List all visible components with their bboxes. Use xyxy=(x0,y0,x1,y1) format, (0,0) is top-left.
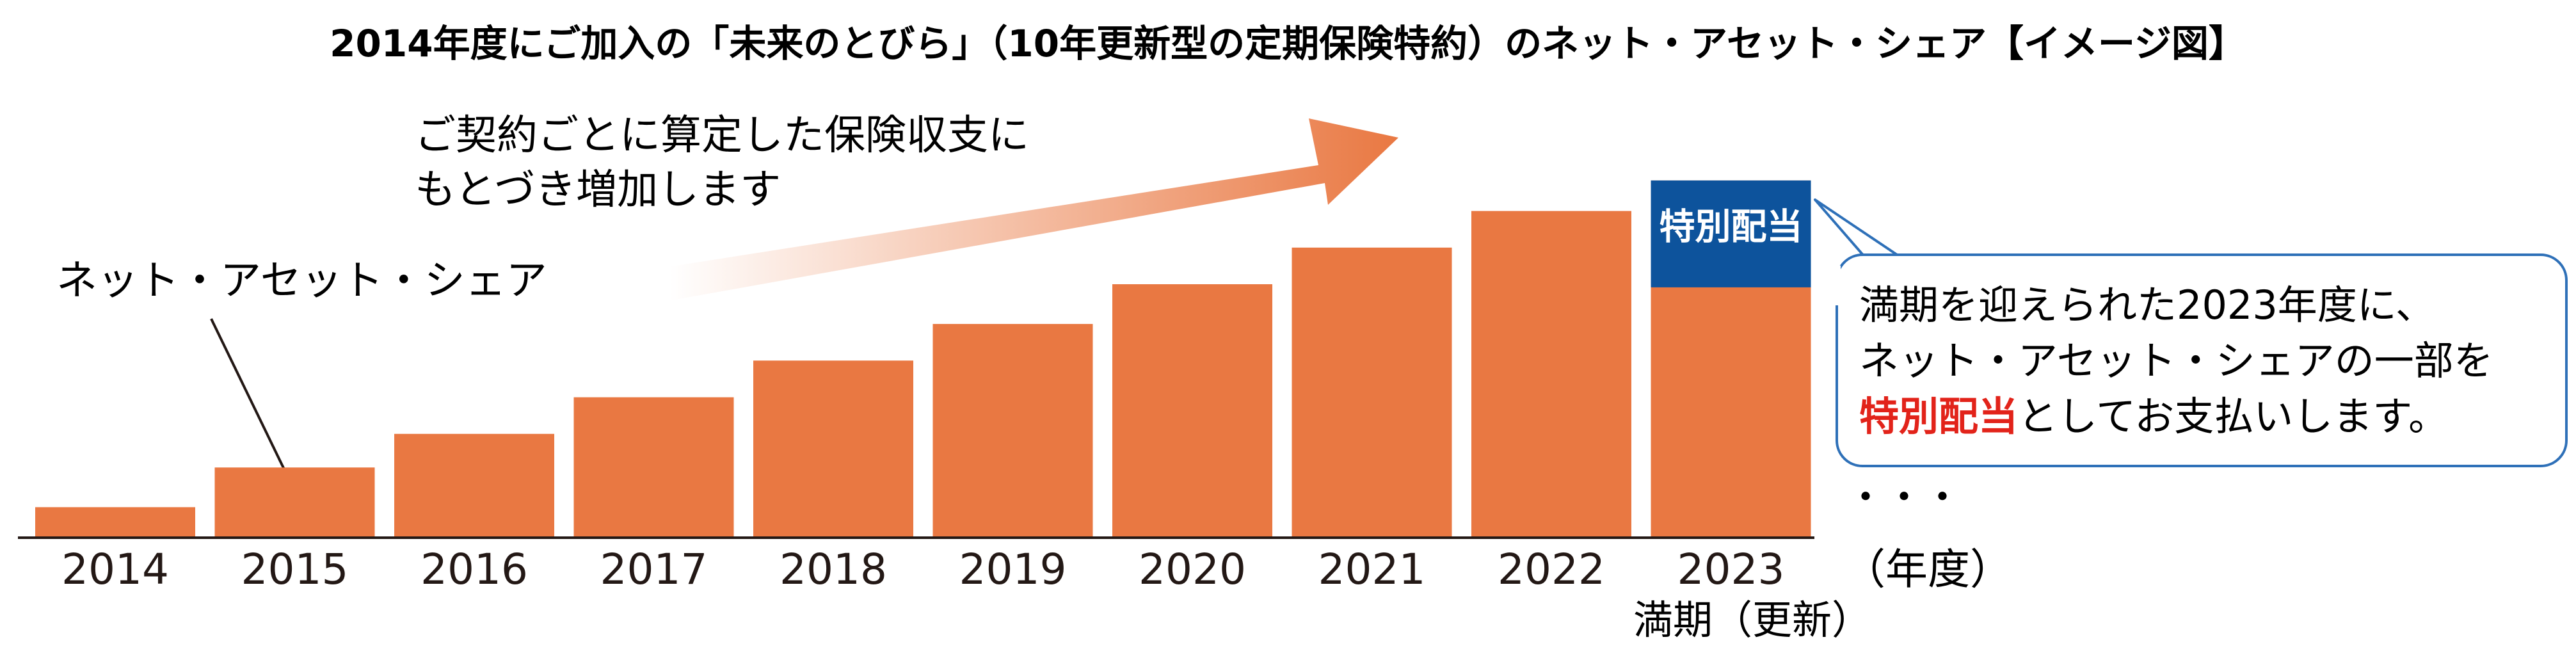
callout-line1: 満期を迎えられた2023年度に、 xyxy=(1859,282,2435,328)
x-tick-2023: 2023 xyxy=(1677,545,1785,594)
bar-2022 xyxy=(1471,211,1631,538)
x-tick-2016: 2016 xyxy=(420,545,528,594)
callout-line3: 特別配当としてお支払いします。 xyxy=(1859,393,2448,440)
growth-arrow xyxy=(541,118,1398,323)
bar-2016 xyxy=(394,433,554,538)
series-label: ネット・アセット・シェア xyxy=(56,257,547,305)
x-tick-2021: 2021 xyxy=(1318,545,1426,594)
callout-box xyxy=(1836,253,2568,467)
continuation-dots: ・・・ xyxy=(1848,477,1964,517)
arrow-annotation-line1: ご契約ごとに算定した保険収支に xyxy=(415,112,1029,159)
bar-2021 xyxy=(1292,247,1452,538)
special-dividend-box xyxy=(1651,180,1811,287)
x-tick-2020: 2020 xyxy=(1139,545,1246,594)
callout-seam xyxy=(1836,266,1841,305)
x-tick-2022: 2022 xyxy=(1498,545,1605,594)
bar-2015 xyxy=(214,467,375,538)
series-leader-line xyxy=(210,318,294,488)
callout-line3-rest: としてお支払いします。 xyxy=(2018,393,2448,440)
x-tick-2018: 2018 xyxy=(780,545,887,594)
bar-2017 xyxy=(573,397,734,538)
chart-title: 2014年度にご加入の「未来のとびら」（10年更新型の定期保険特約）のネット・ア… xyxy=(330,22,2246,65)
bar-2020 xyxy=(1112,284,1272,538)
callout-line2: ネット・アセット・シェアの一部を xyxy=(1859,337,2493,384)
x-unit-label: （年度） xyxy=(1843,545,2012,594)
callout-highlight: 特別配当 xyxy=(1859,393,2018,440)
x-tick-2014: 2014 xyxy=(61,545,169,594)
x-tick-2015: 2015 xyxy=(241,545,349,594)
bar-2018 xyxy=(753,360,913,538)
x-tick-2019: 2019 xyxy=(959,545,1067,594)
x-tick-2017: 2017 xyxy=(600,545,708,594)
bar-2014 xyxy=(35,507,195,538)
special-dividend-label: 特別配当 xyxy=(1660,207,1803,248)
bar-2019 xyxy=(932,324,1093,538)
maturity-note: 満期（更新） xyxy=(1633,597,1871,643)
x-tick-labels: 2014 2015 2016 2017 2018 2019 2020 2021 2022 2023 xyxy=(61,545,1784,594)
arrow-annotation-line2: もとづき増加します xyxy=(415,166,781,214)
